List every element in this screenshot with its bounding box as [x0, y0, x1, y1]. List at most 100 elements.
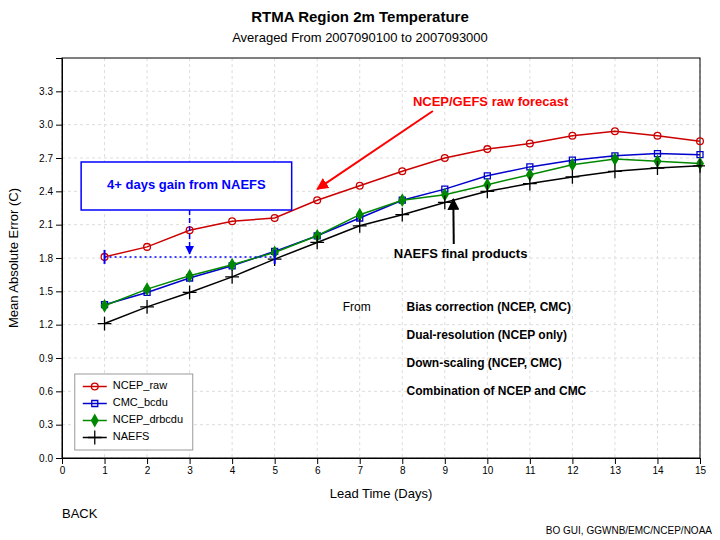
- tick-mark: [700, 458, 701, 464]
- legend-item: NAEFS: [83, 430, 150, 444]
- grid-line: [62, 258, 700, 259]
- tick-mark: [190, 458, 191, 464]
- annotation: NAEFS final products: [394, 246, 528, 261]
- tick-mark: [56, 458, 62, 459]
- grid-line: [62, 324, 700, 325]
- tick-mark: [56, 258, 62, 259]
- annotation: NCEP/GEFS raw forecast: [413, 94, 569, 109]
- tick-mark: [360, 458, 361, 464]
- tick: 1.5: [39, 286, 62, 297]
- point: [654, 132, 661, 139]
- legend-label: NCEP_raw: [113, 379, 167, 391]
- annotation-item: Bias correction (NCEP, CMC): [407, 300, 571, 314]
- tick-label: 0.0: [39, 453, 53, 464]
- subtitle: Averaged From 2007090100 to 2007093000: [232, 30, 488, 45]
- legend-item: NCEP_drbcdu: [83, 413, 183, 426]
- point: [225, 270, 239, 284]
- tick-label: 1.5: [39, 286, 53, 297]
- grid: [62, 58, 700, 458]
- tick-mark: [445, 458, 446, 464]
- y-axis: 0.00.30.60.91.21.51.82.12.42.73.03.3: [39, 59, 62, 464]
- tick-mark: [56, 91, 62, 92]
- point: [569, 132, 576, 139]
- back-link: BACK: [62, 506, 98, 521]
- tick: 2: [145, 458, 151, 476]
- tick: 2.1: [39, 219, 62, 230]
- point: [144, 284, 150, 295]
- tick-label: 5: [272, 465, 278, 476]
- legend-marker: [88, 431, 102, 445]
- tick: 1.8: [39, 253, 62, 264]
- tick: 3.3: [39, 86, 62, 97]
- axis-line: [63, 459, 701, 465]
- tick: 0.9: [39, 353, 62, 364]
- footer: BO GUI, GGWNB/EMC/NCEP/NOAA: [546, 525, 712, 536]
- tick-label: 0.9: [39, 353, 53, 364]
- grid-line: [62, 91, 700, 92]
- tick: 9: [443, 458, 449, 476]
- annotation-arrow: [189, 210, 191, 254]
- tick: 13: [610, 458, 622, 476]
- legend-box: [75, 374, 193, 450]
- tick-label: 7: [357, 465, 363, 476]
- tick-label: 0.6: [39, 386, 53, 397]
- tick-mark: [147, 458, 148, 464]
- annotation: From: [343, 300, 371, 314]
- tick-mark: [487, 458, 488, 464]
- tick-mark: [56, 158, 62, 159]
- tick-mark: [56, 225, 62, 226]
- annotation-item: Down-scaling (NCEP, CMC): [407, 356, 562, 370]
- tick-label: 12: [567, 465, 579, 476]
- line: [105, 166, 700, 324]
- point: [612, 154, 618, 165]
- point: [183, 286, 197, 300]
- annotation-arrow: [317, 111, 433, 189]
- tick: 0.6: [39, 386, 62, 397]
- point: [357, 209, 363, 220]
- point: [229, 218, 236, 225]
- tick-mark: [572, 458, 573, 464]
- tick-mark: [317, 458, 318, 464]
- tick-label: 13: [610, 465, 622, 476]
- tick-label: 3.3: [39, 86, 53, 97]
- tick: 14: [652, 458, 664, 476]
- tick-label: 6: [315, 465, 321, 476]
- tick: 10: [482, 458, 494, 476]
- tick-label: 9: [443, 465, 449, 476]
- tick-mark: [56, 391, 62, 392]
- point: [314, 197, 321, 204]
- point: [186, 270, 192, 281]
- tick-label: 11: [525, 465, 536, 476]
- tick-mark: [530, 458, 531, 464]
- tick-label: 2.4: [39, 186, 53, 197]
- tick: 3.0: [39, 119, 62, 130]
- tick: 2.7: [39, 153, 62, 164]
- tick-label: 2.1: [39, 219, 53, 230]
- point: [144, 244, 151, 251]
- plot-area: 01234567891011121314150.00.30.60.91.21.5…: [39, 58, 707, 476]
- point: [98, 317, 112, 331]
- point: [399, 168, 406, 175]
- tick: 0.0: [39, 453, 62, 464]
- tick-label: 1.2: [39, 319, 53, 330]
- tick-label: 0: [60, 465, 66, 476]
- tick: 15: [695, 458, 707, 476]
- grid-line: [62, 158, 700, 159]
- point: [399, 195, 405, 206]
- tick-label: 10: [482, 465, 494, 476]
- tick-label: 2: [145, 465, 151, 476]
- tick-mark: [615, 458, 616, 464]
- annotation-box: [81, 162, 292, 210]
- tick-mark: [56, 325, 62, 326]
- tick-mark: [232, 458, 233, 464]
- legend-marker: [92, 415, 98, 426]
- tick-label: 3.0: [39, 119, 53, 130]
- legend-label: NCEP_drbcdu: [113, 413, 183, 425]
- tick-mark: [657, 458, 658, 464]
- tick-label: 3: [187, 465, 193, 476]
- point: [693, 159, 705, 173]
- point: [651, 161, 665, 175]
- gain-span-end: [104, 250, 106, 264]
- point: [140, 300, 154, 314]
- tick: 0: [60, 458, 66, 476]
